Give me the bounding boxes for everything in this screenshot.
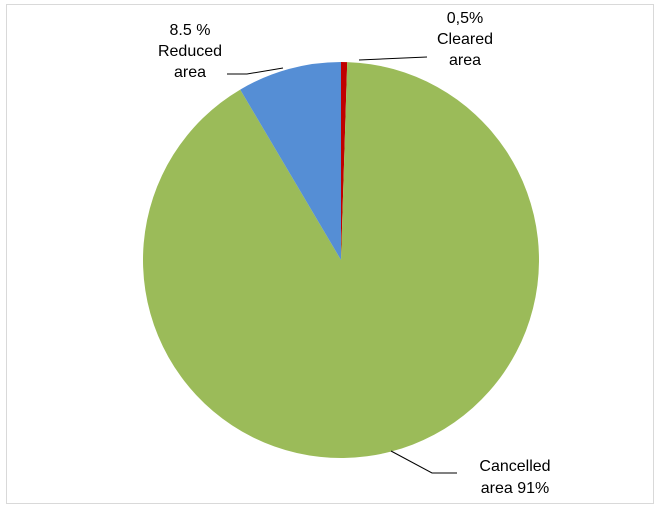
pie-chart: 0,5% Cleared area Cancelled area 91% 8.5 % Red… <box>142 10 551 497</box>
leader-line-cleared-area <box>358 56 428 61</box>
pie-slice-cancelled-area <box>142 62 539 458</box>
data-label-line: Cancelled <box>479 458 550 475</box>
data-label-line: area <box>449 52 481 69</box>
data-label-reduced-area: 8.5 % Reduced area <box>158 22 222 81</box>
data-label-line: 8.5 % <box>170 22 211 39</box>
chart-area: 0,5% Cleared area Cancelled area 91% 8.5 % Red… <box>6 4 654 504</box>
pie-slice-reduced-area <box>240 62 341 260</box>
pie-slices <box>142 62 539 458</box>
leader-lines <box>227 56 457 474</box>
data-label-line: 0,5% <box>447 10 483 27</box>
data-label-cleared-area: 0,5% Cleared area <box>437 10 493 69</box>
data-label-line: area 91% <box>481 480 550 497</box>
data-label-line: Reduced <box>158 43 222 60</box>
data-labels: 0,5% Cleared area Cancelled area 91% 8.5 % Red… <box>158 10 551 497</box>
leader-line-reduced-area <box>227 67 284 75</box>
data-label-line: area <box>174 64 206 81</box>
data-label-cancelled-area: Cancelled area 91% <box>479 458 550 497</box>
data-label-line: Cleared <box>437 31 493 48</box>
leader-line-cancelled-area <box>390 450 457 474</box>
pie-slice-cleared-area <box>341 62 348 260</box>
